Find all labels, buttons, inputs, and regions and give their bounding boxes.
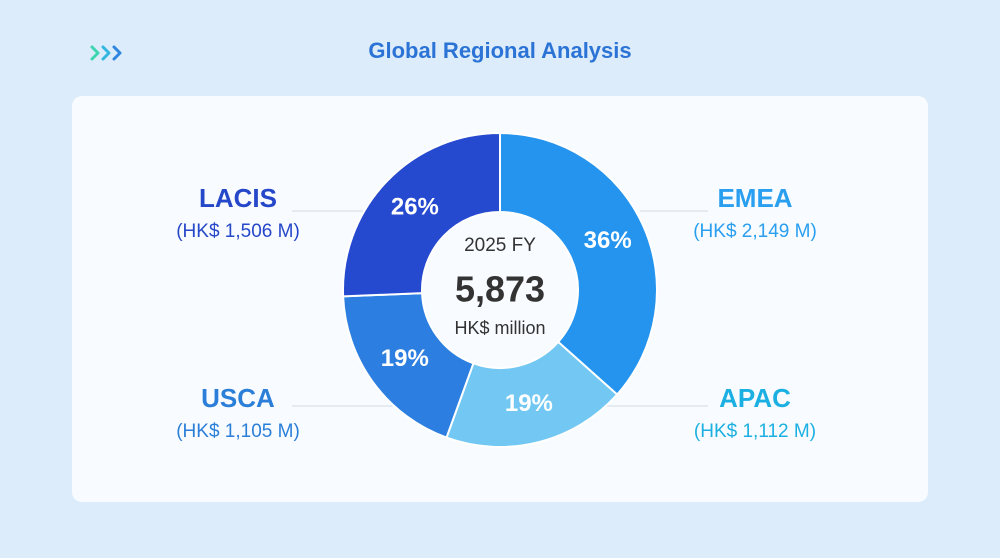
chevron-icon bbox=[90, 45, 122, 61]
card bbox=[72, 96, 928, 502]
slice bbox=[342, 292, 475, 439]
chart-title: Global Regional Analysis bbox=[368, 38, 631, 63]
region-value: (HK$ 1,112 M) bbox=[694, 421, 816, 442]
connectors bbox=[292, 210, 708, 407]
region-value: (HK$ 1,506 M) bbox=[176, 221, 300, 242]
percent-label: 36% bbox=[584, 227, 632, 254]
slice bbox=[445, 340, 619, 448]
region-value: (HK$ 2,149 M) bbox=[693, 221, 817, 242]
center-total: 5,873 bbox=[455, 269, 545, 310]
region-name: USCA bbox=[201, 383, 275, 413]
region-name: EMEA bbox=[717, 183, 792, 213]
region-name: LACIS bbox=[199, 183, 277, 213]
slice bbox=[342, 131, 501, 298]
region-value: (HK$ 1,105 M) bbox=[176, 421, 300, 442]
center-unit: HK$ million bbox=[454, 318, 545, 338]
percent-label: 19% bbox=[505, 390, 553, 417]
slice bbox=[499, 131, 658, 396]
region-name: APAC bbox=[719, 383, 791, 413]
center-caption: 2025 FY bbox=[464, 235, 536, 256]
percent-label: 26% bbox=[391, 194, 439, 221]
donut bbox=[342, 131, 658, 448]
labels: 36% EMEA (HK$ 2,149 M) 19% APAC (HK$ 1,112 M)… bbox=[176, 183, 817, 442]
percent-label: 19% bbox=[381, 345, 429, 372]
